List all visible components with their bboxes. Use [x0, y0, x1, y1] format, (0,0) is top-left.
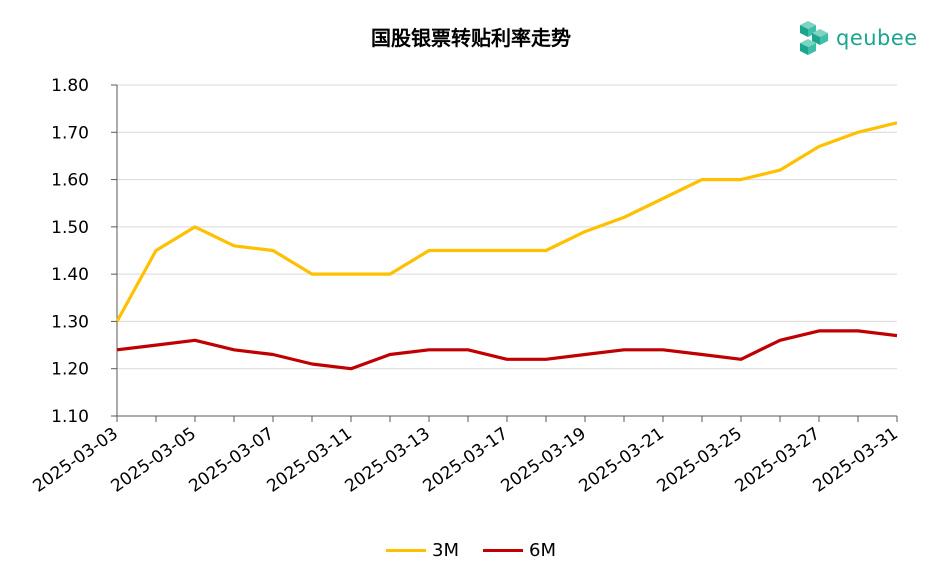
legend-swatch-6m [483, 549, 523, 552]
legend-label-6m: 6M [529, 540, 556, 561]
y-tick-label: 1.70 [51, 123, 89, 143]
y-tick-label: 1.30 [51, 312, 89, 332]
legend-swatch-3m [386, 549, 427, 552]
x-tick-label: 2025-03-05 [107, 424, 199, 497]
x-tick-label: 2025-03-13 [341, 424, 433, 497]
cube-logo-icon [800, 21, 828, 55]
legend-label-3m: 3M [432, 540, 459, 561]
x-tick-label: 2025-03-11 [263, 424, 355, 497]
x-tick-label: 2025-03-17 [419, 424, 511, 497]
axes [111, 84, 898, 422]
series-lines [115, 121, 898, 371]
y-tick-label: 1.80 [51, 76, 89, 96]
y-tick-label: 1.40 [51, 265, 89, 285]
chart-title: 国股银票转贴利率走势 [371, 26, 571, 50]
x-tick-label: 2025-03-25 [653, 424, 745, 497]
line-chart: 1.10 1.20 1.30 1.40 1.50 1.60 1.70 1.80 2025-03-… [29, 76, 901, 497]
y-tick-label: 1.60 [51, 171, 89, 191]
x-tick-label: 2025-03-03 [29, 424, 121, 497]
tick-labels: 1.10 1.20 1.30 1.40 1.50 1.60 1.70 1.80 2025-03-… [29, 76, 901, 497]
y-tick-label: 1.20 [51, 360, 89, 380]
x-tick-label: 2025-03-07 [185, 424, 277, 497]
y-tick-label: 1.50 [51, 218, 89, 238]
logo-text: qeubee [836, 26, 918, 50]
x-tick-label: 2025-03-21 [575, 424, 667, 497]
x-tick-label: 2025-03-27 [731, 424, 823, 497]
gridlines [117, 84, 897, 370]
x-tick-label: 2025-03-19 [497, 424, 589, 497]
legend: 3M 6M [0, 540, 942, 561]
legend-item-3m: 3M [386, 540, 459, 561]
qeubee-logo: qeubee [798, 18, 918, 58]
y-tick-label: 1.10 [51, 407, 89, 427]
legend-item-6m: 6M [483, 540, 556, 561]
x-tick-label: 2025-03-31 [809, 424, 901, 497]
series-line-3m [115, 121, 898, 323]
